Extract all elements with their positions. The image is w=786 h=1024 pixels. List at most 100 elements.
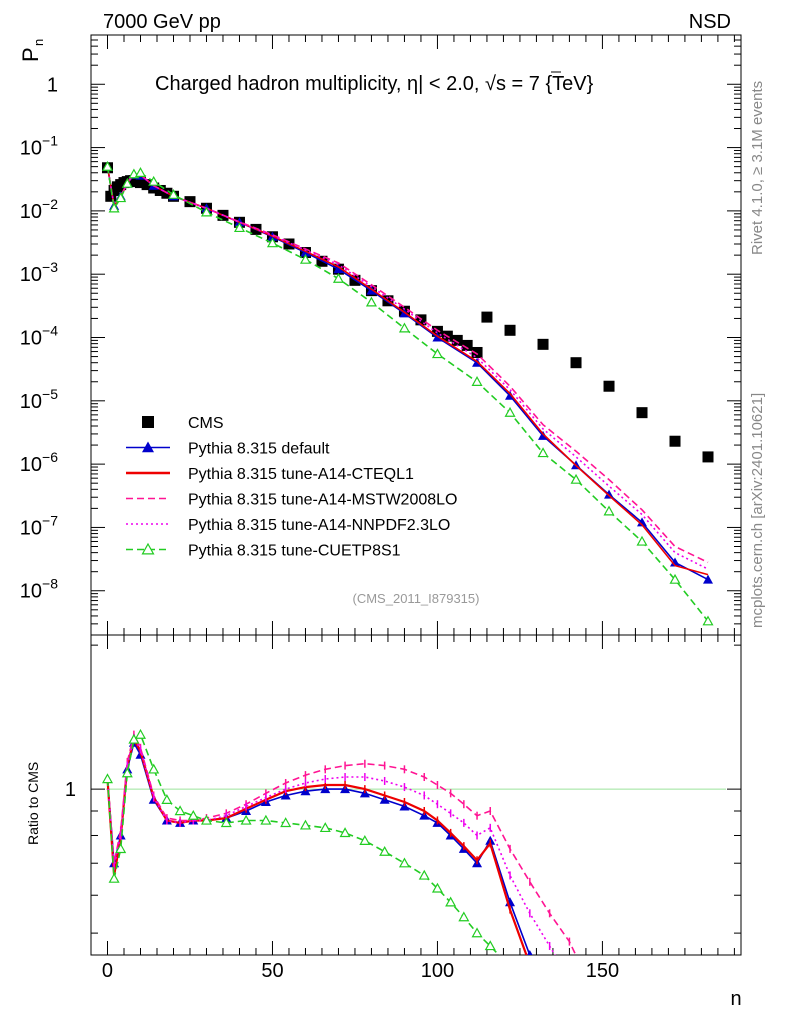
data-point: [200, 206, 213, 217]
ratio-line: [106, 732, 577, 955]
ratio-series-group: [101, 728, 577, 955]
data-point: [148, 175, 160, 186]
data-point: [603, 380, 615, 392]
data-point: [415, 314, 427, 326]
ratio-point: [134, 728, 147, 739]
main-y-tick-label: 10−6: [20, 449, 58, 476]
series-line: [106, 166, 709, 576]
ratio-series-pythia-8-315-tune-a14-cteql1: [106, 735, 528, 955]
ratio-point: [379, 845, 391, 856]
ratio-point: [128, 733, 140, 744]
title-mid: | < 2.0,: [418, 73, 485, 95]
main-y-tick-label: 10−5: [20, 386, 58, 413]
ratio-point: [471, 927, 483, 938]
legend-label: CMS: [188, 415, 224, 432]
ratio-point: [527, 950, 533, 955]
x-tick-label: 0: [102, 960, 113, 982]
legend-label: Pythia 8.315 tune-A14-MSTW2008LO: [188, 492, 457, 509]
data-point: [636, 407, 648, 419]
ratio-series-pythia-8-315-tune-a14-nnpdf2-3lo: [106, 733, 556, 955]
title-suffix: s = 7 {TeV}: [496, 73, 594, 95]
main-y-tick-label: 10−1: [20, 133, 58, 160]
data-point: [637, 517, 648, 527]
data-point: [431, 348, 443, 359]
ratio-line: [106, 736, 528, 955]
rivet-version-label: Rivet 4.1.0, ≥ 3.1M events: [749, 81, 766, 255]
ratio-point: [187, 809, 199, 820]
ratio-line: [106, 733, 500, 955]
title-eta-symbol: η: [407, 73, 418, 95]
ratio-point: [148, 763, 160, 774]
series-line: [106, 166, 709, 570]
data-point: [167, 188, 180, 199]
ratio-point: [260, 814, 272, 825]
data-point: [669, 435, 681, 447]
data-point: [537, 447, 549, 458]
data-point: [603, 505, 615, 516]
ratio-plot-frame: [90, 634, 742, 956]
ratio-point: [121, 767, 133, 778]
ratio-point: [240, 814, 252, 825]
legend-marker: [141, 542, 155, 555]
x-tick-label: 100: [421, 960, 454, 982]
data-point: [101, 160, 114, 171]
data-point: [570, 357, 582, 369]
ratio-point: [418, 869, 430, 880]
ratio-point: [161, 794, 173, 804]
data-point: [504, 324, 516, 336]
data-point: [669, 573, 681, 584]
main-axes: 1 10−1 10−2 10−3 10−4 10−5 10−6 10−7 10−8: [20, 34, 741, 636]
ratio-line: [106, 735, 556, 955]
data-point: [703, 574, 714, 584]
legend-label: Pythia 8.315 tune-CUETP8S1: [188, 543, 401, 560]
ratio-point: [108, 872, 120, 883]
data-point: [636, 535, 648, 546]
ratio-point: [339, 827, 351, 838]
data-point: [121, 177, 133, 188]
data-point: [702, 451, 714, 463]
legend-marker: [142, 416, 154, 428]
legend-entry-pythia-8-315-default: Pythia 8.315 default: [126, 441, 330, 458]
data-point: [108, 202, 120, 213]
main-y-axis-label: P: [18, 47, 43, 62]
main-y-tick-label: 10−7: [20, 512, 58, 539]
ratio-point: [280, 817, 292, 828]
ratio-y-axis-label: Ratio to CMS: [25, 762, 41, 845]
legend-entry-pythia-8-315-tune-a14-nnpdf2-3lo: Pythia 8.315 tune-A14-NNPDF2.3LO: [126, 517, 450, 534]
ratio-point: [200, 814, 213, 825]
data-point: [570, 473, 582, 484]
legend-marker: [142, 441, 154, 453]
main-plot-panel: 1 10−1 10−2 10−3 10−4 10−5 10−6 10−7 10−8 P n Ch…: [18, 34, 742, 636]
data-point: [537, 338, 549, 350]
ratio-point: [299, 819, 311, 830]
data-point: [115, 192, 127, 203]
main-series-group: [101, 160, 714, 626]
data-point: [134, 177, 146, 189]
ratio-point: [220, 817, 232, 828]
data-point: [299, 253, 311, 264]
legend-label: Pythia 8.315 default: [188, 441, 330, 458]
x-tick-label: 50: [261, 960, 283, 982]
title-prefix: Charged hadron multiplicity,: [155, 73, 407, 95]
data-point: [233, 222, 245, 233]
data-point: [538, 430, 549, 440]
ratio-plot-panel: 1 0 50 100 150 Ratio to CMS n: [25, 634, 742, 1010]
ratio-point: [484, 940, 496, 951]
series-pythia-8-315-tune-a14-cteql1: [106, 166, 709, 576]
data-point: [702, 615, 714, 626]
data-point: [398, 322, 410, 333]
main-y-tick-label: 10−8: [20, 576, 58, 603]
legend-entry-pythia-8-315-tune-cuetp8s1: Pythia 8.315 tune-CUETP8S1: [126, 543, 401, 560]
ratio-point: [319, 822, 331, 833]
main-y-axis-label-subscript: n: [31, 39, 46, 46]
main-y-tick-label: 10−3: [20, 259, 58, 286]
ratio-series-pythia-8-315-default: [102, 737, 533, 955]
series-pythia-8-315-tune-a14-nnpdf2-3lo: [106, 166, 709, 570]
data-point: [266, 237, 278, 248]
legend: CMS Pythia 8.315 default Pythia 8.315 tune…: [126, 415, 457, 560]
data-point: [134, 167, 147, 177]
series-pythia-8-315-tune-cuetp8s1: [101, 160, 714, 626]
ratio-axes: 1 0 50 100 150: [65, 635, 741, 982]
ratio-point: [398, 857, 410, 868]
ratio-point: [174, 805, 186, 816]
